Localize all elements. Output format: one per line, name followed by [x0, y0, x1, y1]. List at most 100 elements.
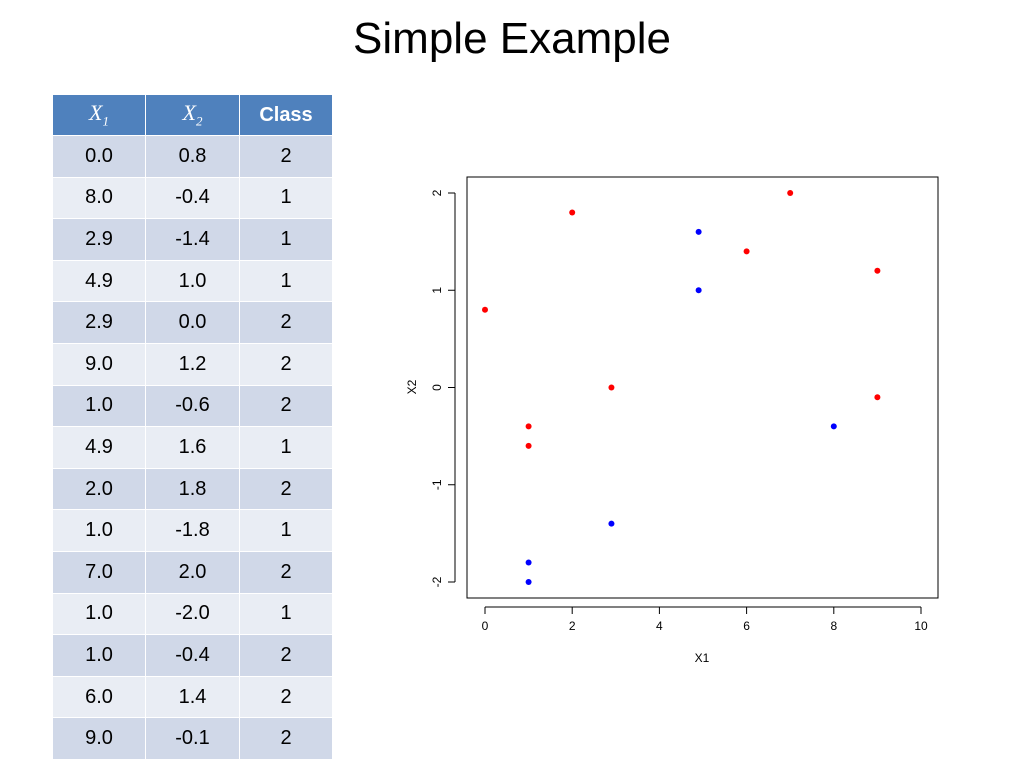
- scatter-point-class-1: [608, 520, 615, 527]
- table-row: 8.0 -0.4 1: [52, 176, 333, 220]
- cell-x1: 7.0: [52, 550, 146, 594]
- x-axis-label: X1: [695, 651, 710, 665]
- x-axis: 0 2 4 6 8 10: [482, 606, 928, 633]
- scatter-point-class-2: [525, 442, 532, 449]
- cell-class: 2: [239, 675, 333, 719]
- cell-x2: -1.8: [145, 509, 240, 552]
- x-tick-label: 4: [656, 619, 663, 633]
- cell-x1: 2.9: [52, 218, 146, 261]
- cell-class: 2: [239, 717, 333, 760]
- table-row: 2.0 1.8 2: [52, 467, 333, 511]
- scatter-point-class-1: [830, 423, 837, 430]
- cell-class: 2: [239, 301, 333, 344]
- x-tick-label: 8: [830, 619, 837, 633]
- table-body: 0.0 0.8 2 8.0 -0.4 1 2.9 -1.4 1 4.9 1.0 1 2.9 0.0 2 9.0…: [52, 135, 333, 760]
- scatter-point-class-2: [569, 209, 576, 216]
- cell-x1: 6.0: [52, 675, 146, 719]
- scatter-point-class-2: [525, 423, 532, 430]
- cell-x1: 1.0: [52, 634, 146, 677]
- table-row: 2.9 0.0 2: [52, 301, 333, 344]
- table-row: 7.0 2.0 2: [52, 550, 333, 594]
- slide-title: Simple Example: [353, 14, 671, 63]
- cell-class: 2: [239, 384, 333, 428]
- x-tick-label: 0: [482, 619, 489, 633]
- cell-x2: -0.1: [145, 717, 240, 760]
- header-x2-base: X: [182, 100, 196, 126]
- cell-x2: -0.6: [145, 384, 240, 428]
- cell-class: 2: [239, 634, 333, 677]
- cell-class: 1: [239, 259, 333, 303]
- cell-class: 1: [239, 218, 333, 261]
- cell-x2: 0.8: [145, 135, 240, 178]
- x-tick-label: 10: [914, 619, 928, 633]
- header-class: Class: [239, 94, 333, 136]
- table-row: 1.0 -2.0 1: [52, 592, 333, 636]
- scatter-point-class-2: [743, 248, 750, 255]
- scatter-point-class-1: [695, 228, 702, 235]
- header-x1-base: X: [89, 100, 103, 126]
- table-header-row: X1 X2 Class: [52, 94, 333, 136]
- scatter-point-class-2: [608, 384, 615, 391]
- cell-x1: 4.9: [52, 426, 146, 469]
- header-x2: X2: [145, 94, 240, 136]
- scatter-point-class-2: [874, 394, 881, 401]
- cell-x1: 9.0: [52, 717, 146, 760]
- table-row: 2.9 -1.4 1: [52, 218, 333, 261]
- scatter-point-class-2: [874, 267, 881, 274]
- scatter-point-class-2: [482, 306, 488, 313]
- cell-class: 1: [239, 592, 333, 636]
- y-tick-label: 1: [430, 287, 444, 294]
- cell-x2: 1.2: [145, 342, 240, 386]
- table-row: 9.0 1.2 2: [52, 342, 333, 386]
- data-table: X1 X2 Class 0.0 0.8 2 8.0 -0.4 1 2.9 -1.4 1 4.9 1.…: [52, 94, 333, 760]
- header-x1-sub: 1: [102, 113, 109, 129]
- data-points: [482, 190, 881, 585]
- cell-x1: 2.9: [52, 301, 146, 344]
- cell-x1: 9.0: [52, 342, 146, 386]
- cell-x1: 1.0: [52, 384, 146, 428]
- y-tick-label: -2: [430, 576, 444, 587]
- cell-x2: 1.0: [145, 259, 240, 303]
- table-row: 0.0 0.8 2: [52, 135, 333, 178]
- table-row: 4.9 1.6 1: [52, 426, 333, 469]
- table-row: 1.0 -0.6 2: [52, 384, 333, 428]
- cell-x2: 2.0: [145, 550, 240, 594]
- x-tick-label: 6: [743, 619, 750, 633]
- cell-x2: 1.4: [145, 675, 240, 719]
- y-axis-label: X2: [405, 379, 419, 394]
- x-tick-label: 2: [569, 619, 576, 633]
- cell-x2: -1.4: [145, 218, 240, 261]
- scatter-plot: 0 2 4 6 8 10 -2 -1 0 1 2 X1 X2: [405, 176, 939, 665]
- cell-class: 2: [239, 342, 333, 386]
- cell-class: 2: [239, 135, 333, 178]
- cell-class: 2: [239, 467, 333, 511]
- cell-x2: 1.6: [145, 426, 240, 469]
- y-tick-label: 2: [430, 189, 444, 196]
- scatter-point-class-1: [525, 559, 532, 566]
- cell-x1: 1.0: [52, 509, 146, 552]
- y-tick-label: 0: [430, 384, 444, 391]
- plot-frame: [466, 176, 939, 599]
- cell-x1: 1.0: [52, 592, 146, 636]
- cell-class: 1: [239, 426, 333, 469]
- cell-x2: 0.0: [145, 301, 240, 344]
- cell-class: 1: [239, 176, 333, 220]
- cell-x2: -0.4: [145, 176, 240, 220]
- header-x2-sub: 2: [195, 113, 203, 129]
- cell-x1: 2.0: [52, 467, 146, 511]
- scatter-point-class-1: [695, 287, 702, 294]
- table-row: 9.0 -0.1 2: [52, 717, 333, 760]
- cell-x2: -0.4: [145, 634, 240, 677]
- cell-x1: 0.0: [52, 135, 146, 178]
- cell-class: 1: [239, 509, 333, 552]
- y-tick-label: -1: [430, 479, 444, 490]
- table-row: 6.0 1.4 2: [52, 675, 333, 719]
- cell-x2: -2.0: [145, 592, 240, 636]
- table-row: 1.0 -1.8 1: [52, 509, 333, 552]
- cell-x1: 8.0: [52, 176, 146, 220]
- cell-x2: 1.8: [145, 467, 240, 511]
- cell-x1: 4.9: [52, 259, 146, 303]
- y-axis: -2 -1 0 1 2: [430, 189, 456, 587]
- scatter-point-class-2: [787, 190, 794, 196]
- scatter-point-class-1: [525, 579, 532, 585]
